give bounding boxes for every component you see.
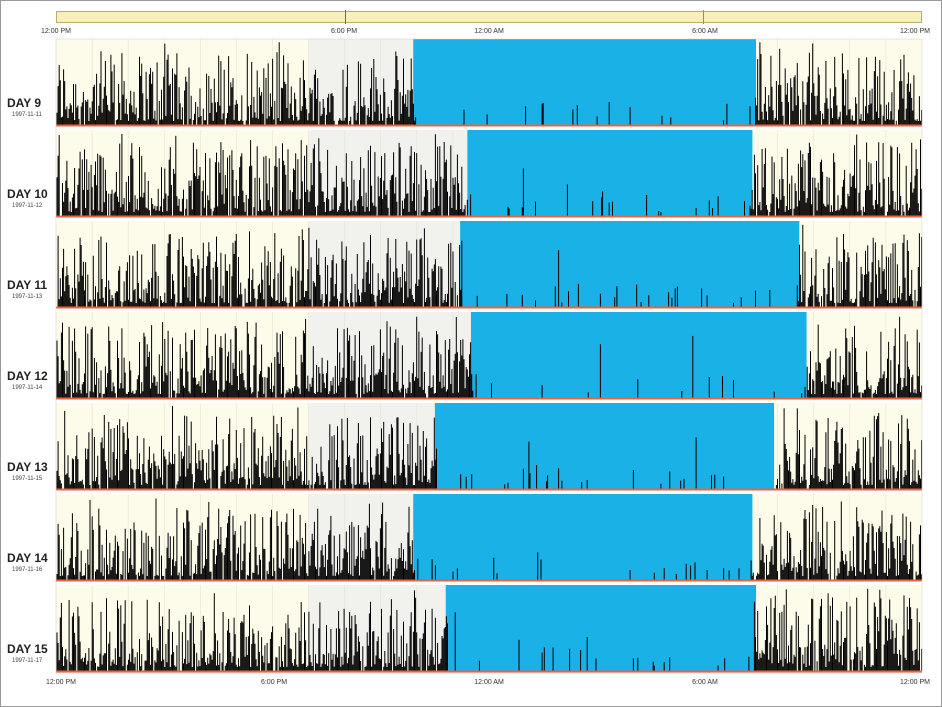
bottom-time-label: 12:00 PM — [900, 679, 930, 686]
activity-trace — [56, 406, 923, 489]
sleep-period — [460, 221, 800, 307]
day-label: DAY 12 — [7, 369, 48, 383]
day-date: 1997-11-11 — [12, 112, 42, 118]
top-time-label: 6:00 PM — [330, 28, 358, 35]
day-date: 1997-11-13 — [12, 294, 43, 300]
activity-trace — [56, 133, 923, 216]
day-label: DAY 15 — [7, 642, 48, 656]
range-start-handle[interactable] — [345, 10, 350, 24]
overview-scrollbar[interactable] — [56, 10, 922, 24]
plot-border — [55, 38, 923, 674]
sleep-period — [413, 494, 753, 580]
day-date: 1997-11-15 — [12, 476, 43, 482]
bottom-time-label: 12:00 PM — [46, 679, 76, 686]
day-row — [56, 39, 923, 127]
day-row — [56, 221, 923, 309]
top-time-label: 6:00 AM — [692, 28, 718, 35]
day-row — [56, 403, 923, 491]
day-date: 1997-11-12 — [12, 203, 43, 209]
day-row — [56, 130, 923, 218]
top-time-label: 12:00 PM — [41, 28, 71, 35]
bottom-time-label: 12:00 AM — [474, 679, 504, 686]
activity-trace — [56, 588, 923, 671]
sleep-period — [413, 39, 757, 125]
activity-trace — [56, 316, 923, 398]
day-label: DAY 14 — [7, 551, 48, 565]
top-time-label: 12:00 PM — [900, 28, 930, 35]
range-end-handle[interactable] — [703, 10, 708, 24]
sleep-period — [467, 130, 753, 216]
activity-trace — [56, 498, 923, 580]
day-label: DAY 11 — [7, 278, 48, 292]
day-row — [56, 494, 923, 582]
day-label: DAY 10 — [7, 187, 48, 201]
day-date: 1997-11-16 — [12, 567, 43, 573]
day-label: DAY 13 — [7, 460, 48, 474]
bottom-time-label: 6:00 PM — [260, 679, 288, 686]
activity-trace — [56, 42, 923, 125]
day-date: 1997-11-17 — [12, 658, 43, 664]
day-label: DAY 9 — [7, 96, 42, 110]
bottom-time-label: 6:00 AM — [692, 679, 718, 686]
top-time-label: 12:00 AM — [474, 28, 504, 35]
day-row — [56, 312, 923, 400]
sleep-period — [470, 312, 807, 398]
activity-trace — [57, 224, 923, 307]
sleep-period — [445, 585, 757, 671]
day-row — [56, 585, 923, 673]
day-date: 1997-11-14 — [12, 385, 43, 391]
sleep-period — [434, 403, 775, 489]
